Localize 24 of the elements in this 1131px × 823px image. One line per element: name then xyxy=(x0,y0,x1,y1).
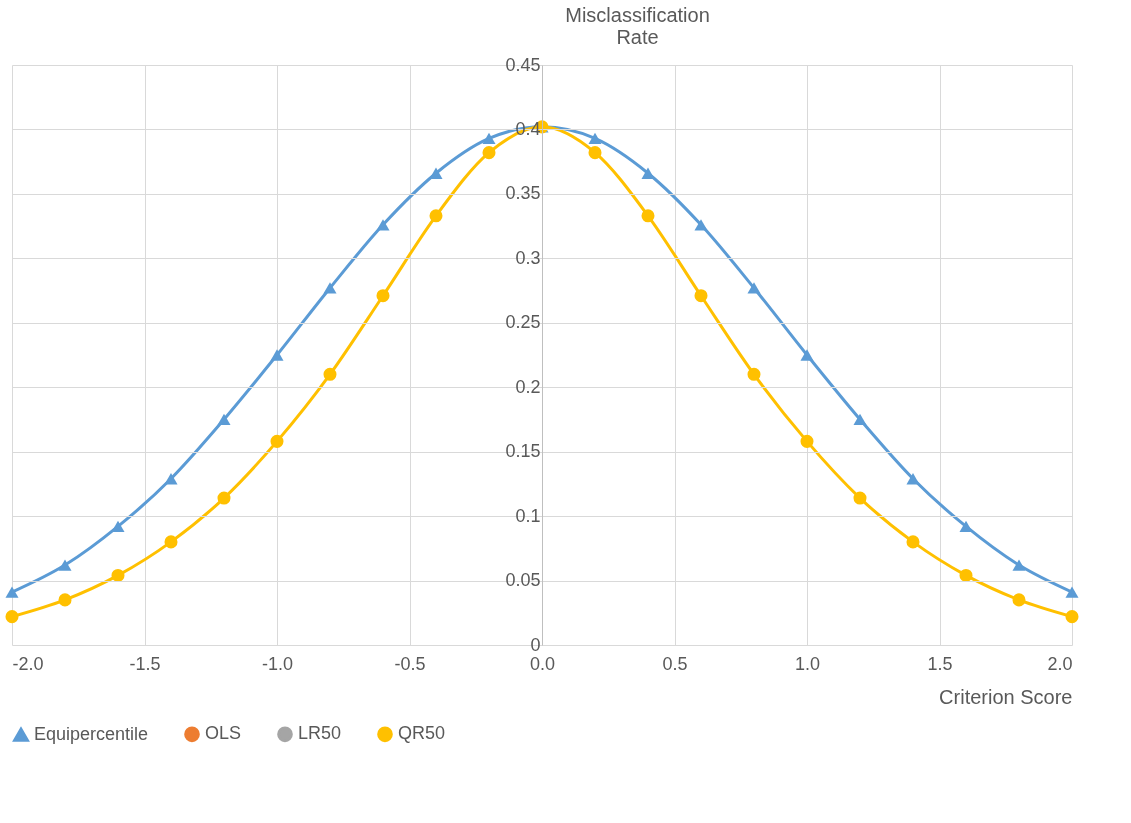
y-axis-title: Misclassification Rate xyxy=(565,3,710,48)
legend-label: OLS xyxy=(205,723,242,744)
y-tick-label: 0.1 xyxy=(515,505,541,526)
legend-label: QR50 xyxy=(398,723,446,744)
y-tick-label: 0.35 xyxy=(505,183,541,204)
legend-label: Equipercentile xyxy=(34,723,149,744)
x-tick-label: -2.0 xyxy=(12,653,44,674)
x-tick-label: 2.0 xyxy=(1047,653,1073,674)
x-tick-label: -1.5 xyxy=(129,653,161,674)
y-tick-label: 0.2 xyxy=(515,376,541,397)
x-tick-label: 0.5 xyxy=(662,653,688,674)
y-tick-label: 0 xyxy=(530,634,541,655)
y-tick-label: 0.15 xyxy=(505,441,541,462)
y-tick-label: 0.05 xyxy=(505,570,541,591)
x-tick-label: 1.5 xyxy=(927,653,953,674)
x-tick-label: -1.0 xyxy=(261,653,294,674)
y-tick-label: 0.45 xyxy=(505,54,541,75)
x-axis-title: Criterion Score xyxy=(939,685,1073,708)
x-tick-label: 1.0 xyxy=(794,653,821,674)
y-tick-label: 0.25 xyxy=(505,312,541,333)
y-tick-label: 0.3 xyxy=(515,247,541,268)
x-tick-label: -0.5 xyxy=(394,653,426,674)
x-tick-label: 0.0 xyxy=(529,653,556,674)
legend-label: LR50 xyxy=(298,723,342,744)
